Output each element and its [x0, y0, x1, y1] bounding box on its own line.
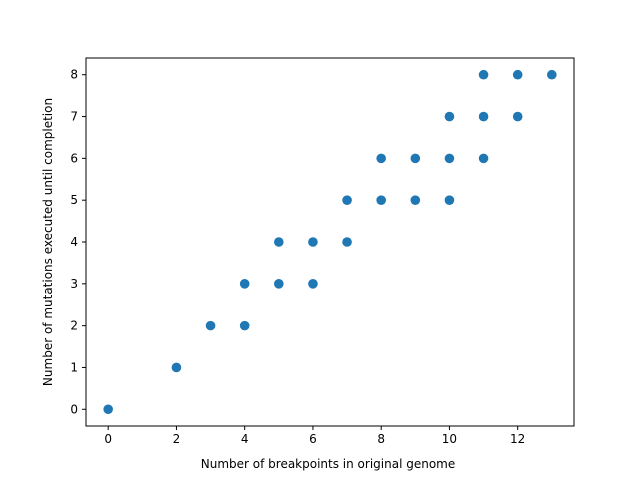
- y-tick-label: 3: [70, 277, 78, 291]
- data-point: [478, 153, 489, 164]
- y-tick-label: 7: [70, 110, 78, 124]
- data-point: [512, 111, 523, 122]
- data-point: [376, 195, 386, 205]
- data-point: [342, 237, 352, 247]
- data-point: [444, 111, 455, 122]
- y-tick-label: 2: [70, 319, 78, 333]
- data-point: [478, 111, 489, 122]
- y-tick-label: 5: [70, 193, 78, 207]
- x-tick-label: 6: [309, 432, 317, 446]
- x-tick-label: 8: [377, 432, 385, 446]
- y-tick-label: 1: [70, 360, 78, 374]
- data-point: [274, 279, 284, 289]
- x-tick-label: 0: [104, 432, 112, 446]
- data-point: [308, 279, 318, 289]
- data-point: [410, 195, 421, 205]
- data-point: [274, 237, 284, 247]
- y-axis-label: Number of mutations executed until compl…: [41, 98, 55, 386]
- data-point: [239, 279, 250, 289]
- data-point: [239, 320, 250, 331]
- y-tick-label: 8: [70, 68, 78, 82]
- data-point: [342, 195, 352, 205]
- data-point: [171, 362, 182, 373]
- data-point: [308, 237, 318, 247]
- x-tick-label: 2: [173, 432, 181, 446]
- x-axis-label: Number of breakpoints in original genome: [201, 457, 455, 471]
- x-tick-label: 4: [241, 432, 249, 446]
- data-point: [512, 69, 523, 80]
- y-tick-label: 0: [70, 402, 78, 416]
- y-tick-label: 6: [70, 151, 78, 165]
- data-point: [410, 153, 421, 164]
- y-tick-label: 4: [70, 235, 78, 249]
- data-point: [205, 320, 216, 331]
- data-point: [444, 195, 455, 205]
- data-point: [444, 153, 455, 164]
- data-point: [478, 69, 489, 80]
- data-point: [376, 153, 386, 164]
- data-point: [103, 404, 113, 415]
- x-tick-label: 10: [442, 432, 457, 446]
- data-point: [547, 69, 557, 80]
- x-tick-label: 12: [510, 432, 525, 446]
- points-layer: [103, 69, 557, 415]
